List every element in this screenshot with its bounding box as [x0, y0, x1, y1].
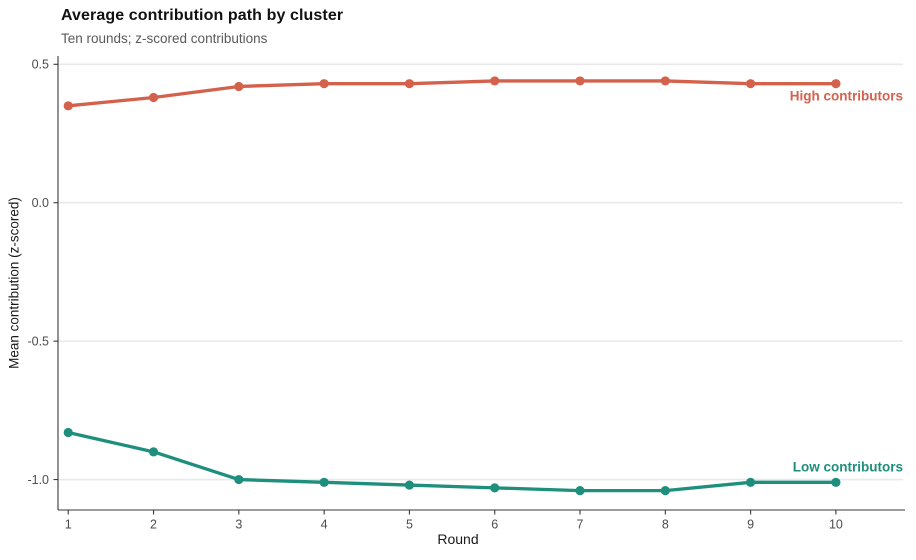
- y-tick-label: -1.0: [27, 473, 49, 487]
- data-point: [746, 79, 756, 89]
- data-point: [660, 76, 670, 86]
- data-point: [404, 480, 415, 490]
- data-point: [148, 447, 159, 457]
- x-axis-title: Round: [437, 531, 479, 547]
- data-point: [490, 76, 500, 86]
- data-point: [746, 477, 756, 487]
- y-tick-label: 0.5: [32, 58, 49, 72]
- x-tick-label: 8: [662, 518, 669, 532]
- data-point: [319, 79, 329, 89]
- data-point: [63, 427, 73, 438]
- data-point: [319, 477, 329, 487]
- data-point: [831, 79, 841, 89]
- data-point: [148, 92, 159, 103]
- data-point: [234, 81, 244, 92]
- chart-subtitle: Ten rounds; z-scored contributions: [61, 31, 268, 46]
- x-tick-label: 9: [747, 518, 754, 532]
- x-tick-label: 7: [577, 518, 584, 532]
- series-label-low-contributors: Low contributors: [793, 459, 903, 474]
- x-tick-label: 5: [406, 518, 413, 532]
- data-point: [404, 79, 415, 89]
- y-tick-label: 0.0: [32, 196, 49, 210]
- x-tick-label: 2: [150, 518, 157, 532]
- x-tick-label: 4: [321, 518, 328, 532]
- x-tick-label: 10: [829, 518, 843, 532]
- y-axis-title: Mean contribution (z-scored): [6, 197, 22, 369]
- x-tick-label: 1: [65, 518, 72, 532]
- data-point: [575, 76, 585, 86]
- x-tick-label: 6: [491, 518, 498, 532]
- data-point: [831, 477, 841, 487]
- series-line-low-contributors: [66, 430, 838, 493]
- x-tick-label: 3: [235, 518, 242, 532]
- y-tick-label: -0.5: [27, 334, 49, 348]
- series-label-high-contributors: High contributors: [790, 89, 903, 104]
- chart-title: Average contribution path by cluster: [61, 7, 344, 24]
- data-point: [575, 486, 585, 496]
- data-point: [63, 101, 73, 111]
- data-point: [660, 486, 670, 496]
- data-point: [234, 474, 244, 485]
- data-point: [490, 483, 500, 493]
- series-line-high-contributors: [66, 79, 838, 108]
